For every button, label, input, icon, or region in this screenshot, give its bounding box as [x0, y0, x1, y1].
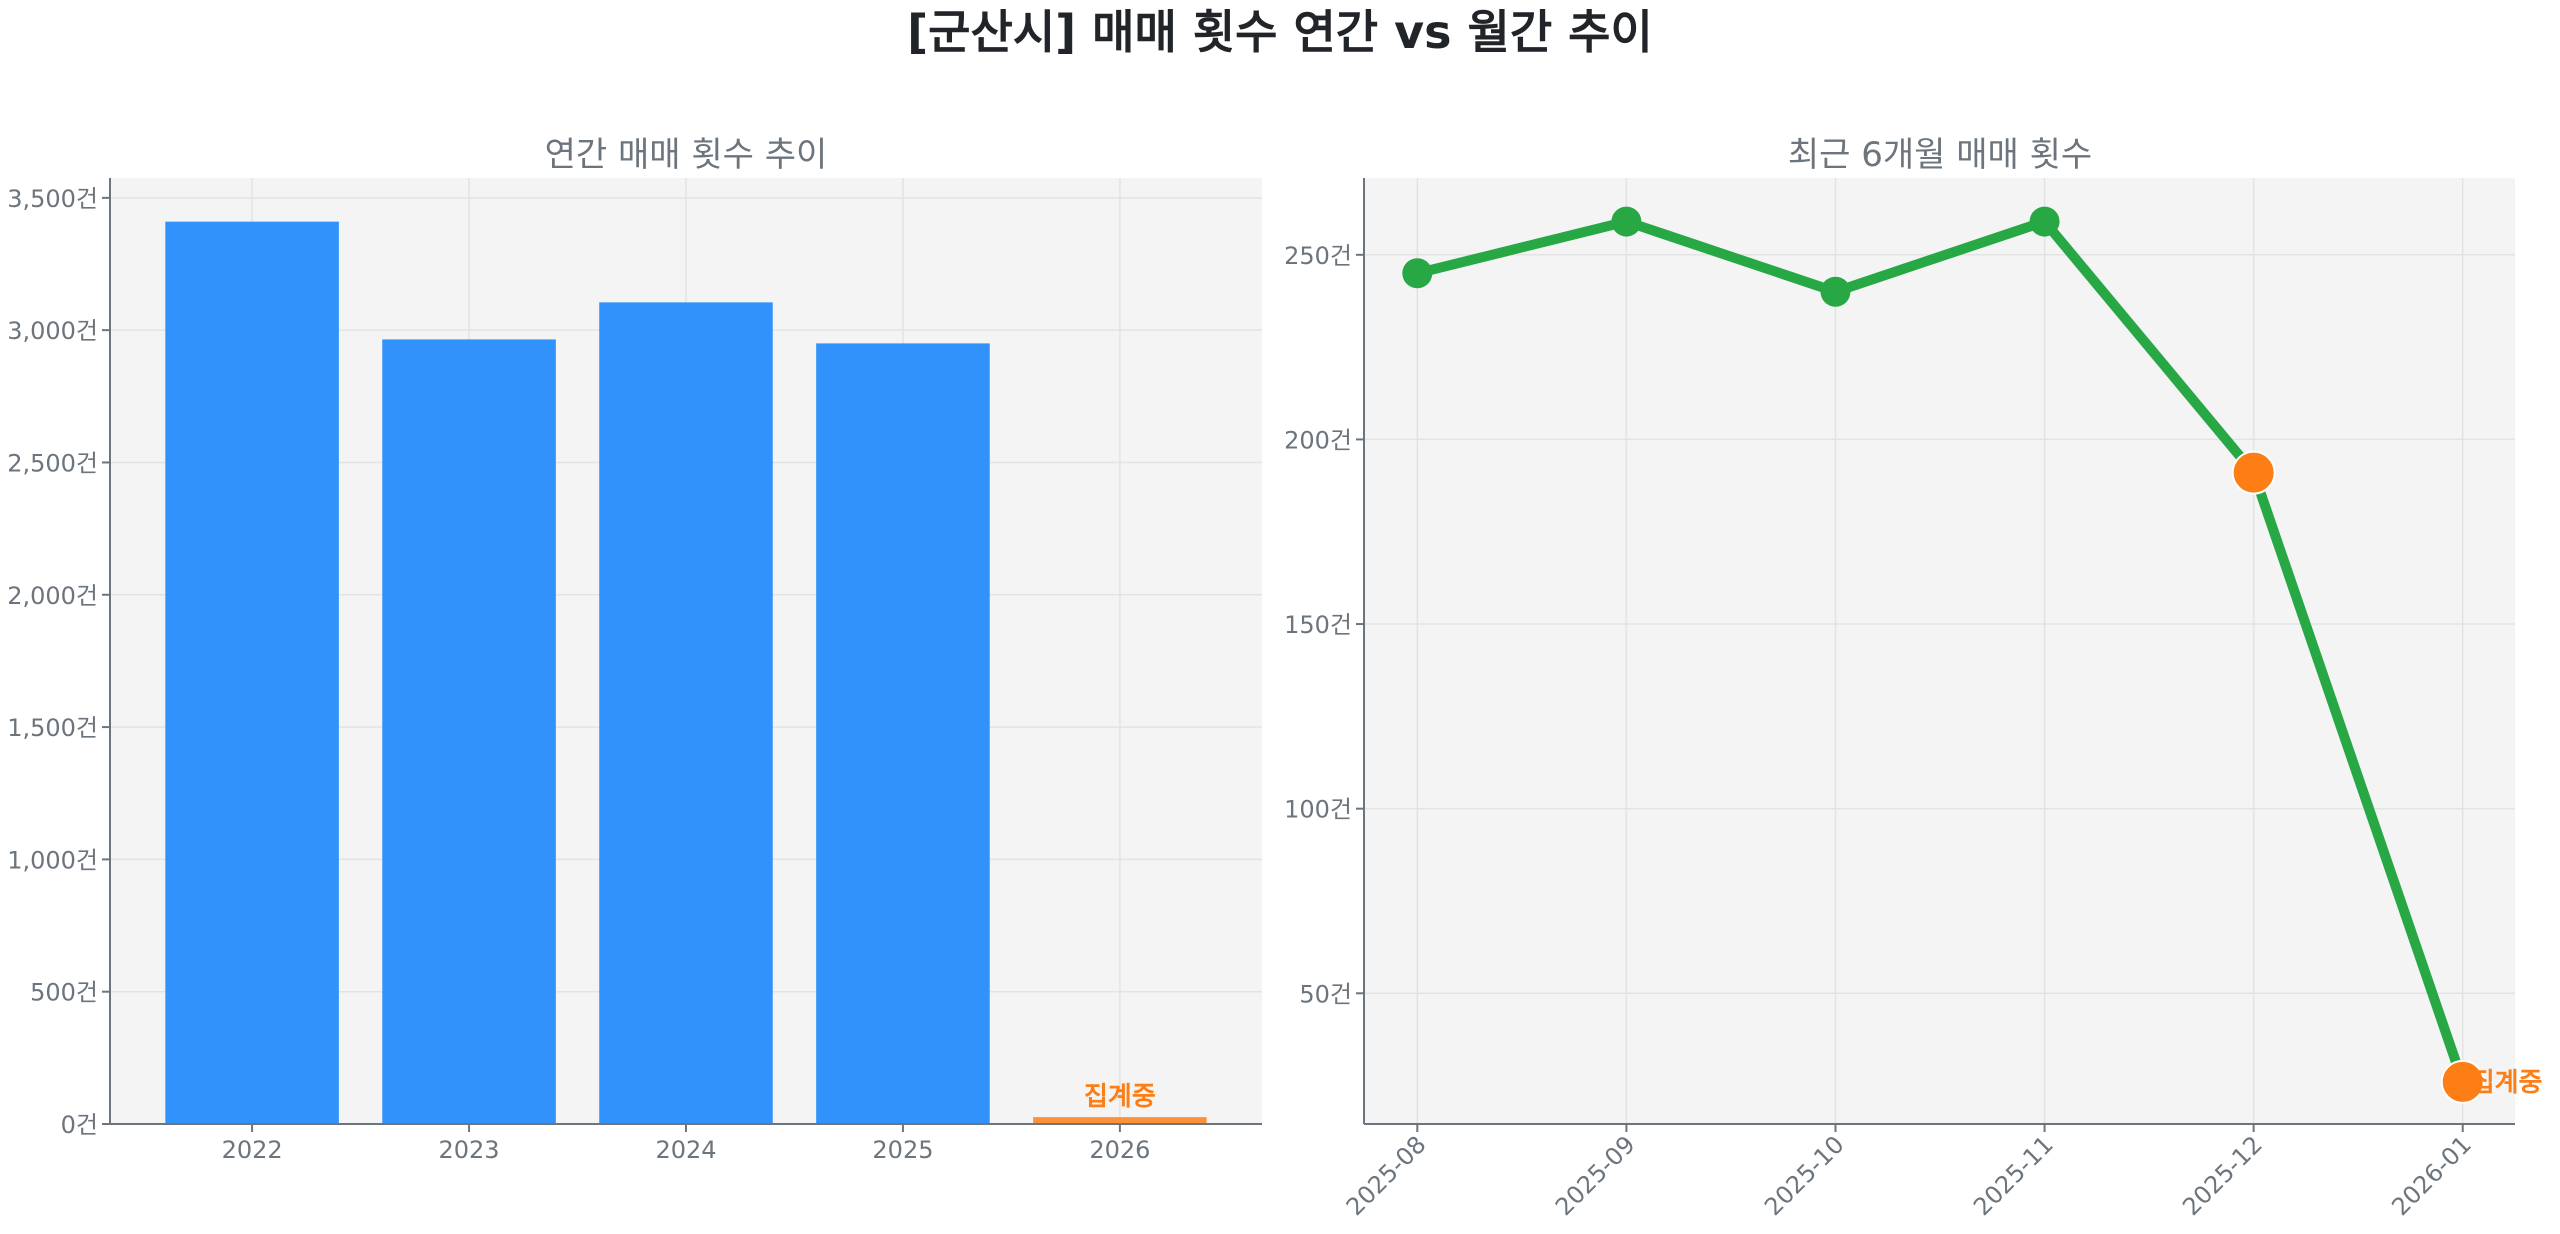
- figure-title: [군산시] 매매 횟수 연간 vs 월간 추이: [907, 5, 1653, 59]
- x-tick-label: 2026-01: [2386, 1130, 2477, 1221]
- y-tick-label: 500건: [30, 979, 98, 1007]
- x-tick-label: 2025-10: [1759, 1130, 1850, 1221]
- plot-area: [1364, 178, 2515, 1124]
- bar-2022: [165, 221, 339, 1124]
- x-tick-label: 2025-08: [1341, 1130, 1432, 1221]
- y-tick-label: 2,500건: [7, 449, 98, 477]
- y-tick-label: 3,500건: [7, 185, 98, 213]
- bar-2023: [382, 339, 556, 1124]
- y-tick-label: 3,000건: [7, 317, 98, 345]
- data-marker: [1820, 276, 1851, 307]
- x-tick-label: 2025-12: [2177, 1130, 2268, 1221]
- x-tick-label: 2025-11: [1968, 1130, 2059, 1221]
- subplot-title: 연간 매매 횟수 추이: [545, 135, 828, 175]
- y-tick-label: 100건: [1284, 796, 1352, 824]
- data-marker: [1611, 206, 1642, 237]
- highlight-marker: [2440, 1059, 2485, 1104]
- y-tick-label: 0건: [61, 1111, 98, 1139]
- highlight-marker: [2231, 450, 2276, 495]
- x-tick-label: 2026: [1089, 1136, 1150, 1164]
- monthly-line-chart: 최근 6개월 매매 횟수 50건 100건 150건 200건 250건 2025-08 20…: [1284, 135, 2542, 1221]
- y-tick-label: 50건: [1299, 980, 1352, 1008]
- x-tick-label: 2025: [872, 1136, 933, 1164]
- x-tick-label: 2024: [655, 1136, 716, 1164]
- data-marker: [1402, 258, 1433, 289]
- point-annotation: 집계중: [2471, 1068, 2543, 1098]
- x-tick-label: 2023: [439, 1136, 500, 1164]
- y-tick-label: 2,000건: [7, 582, 98, 610]
- bar-2024: [599, 302, 773, 1124]
- bar-partial-2026: [1033, 1117, 1207, 1124]
- trend-line: [1416, 216, 2468, 1084]
- x-tick-label: 2025-09: [1550, 1130, 1641, 1221]
- y-tick-label: 150건: [1284, 611, 1352, 639]
- bar-annotation: 집계중: [1084, 1082, 1156, 1112]
- bar-2025: [816, 343, 990, 1124]
- data-marker: [2029, 206, 2060, 237]
- y-tick-label: 1,000건: [7, 846, 98, 874]
- y-tick-label: 200건: [1284, 426, 1352, 454]
- x-tick-label: 2022: [222, 1136, 283, 1164]
- subplot-title: 최근 6개월 매매 횟수: [1788, 135, 2092, 175]
- y-tick-label: 1,500건: [7, 714, 98, 742]
- y-tick-label: 250건: [1284, 242, 1352, 270]
